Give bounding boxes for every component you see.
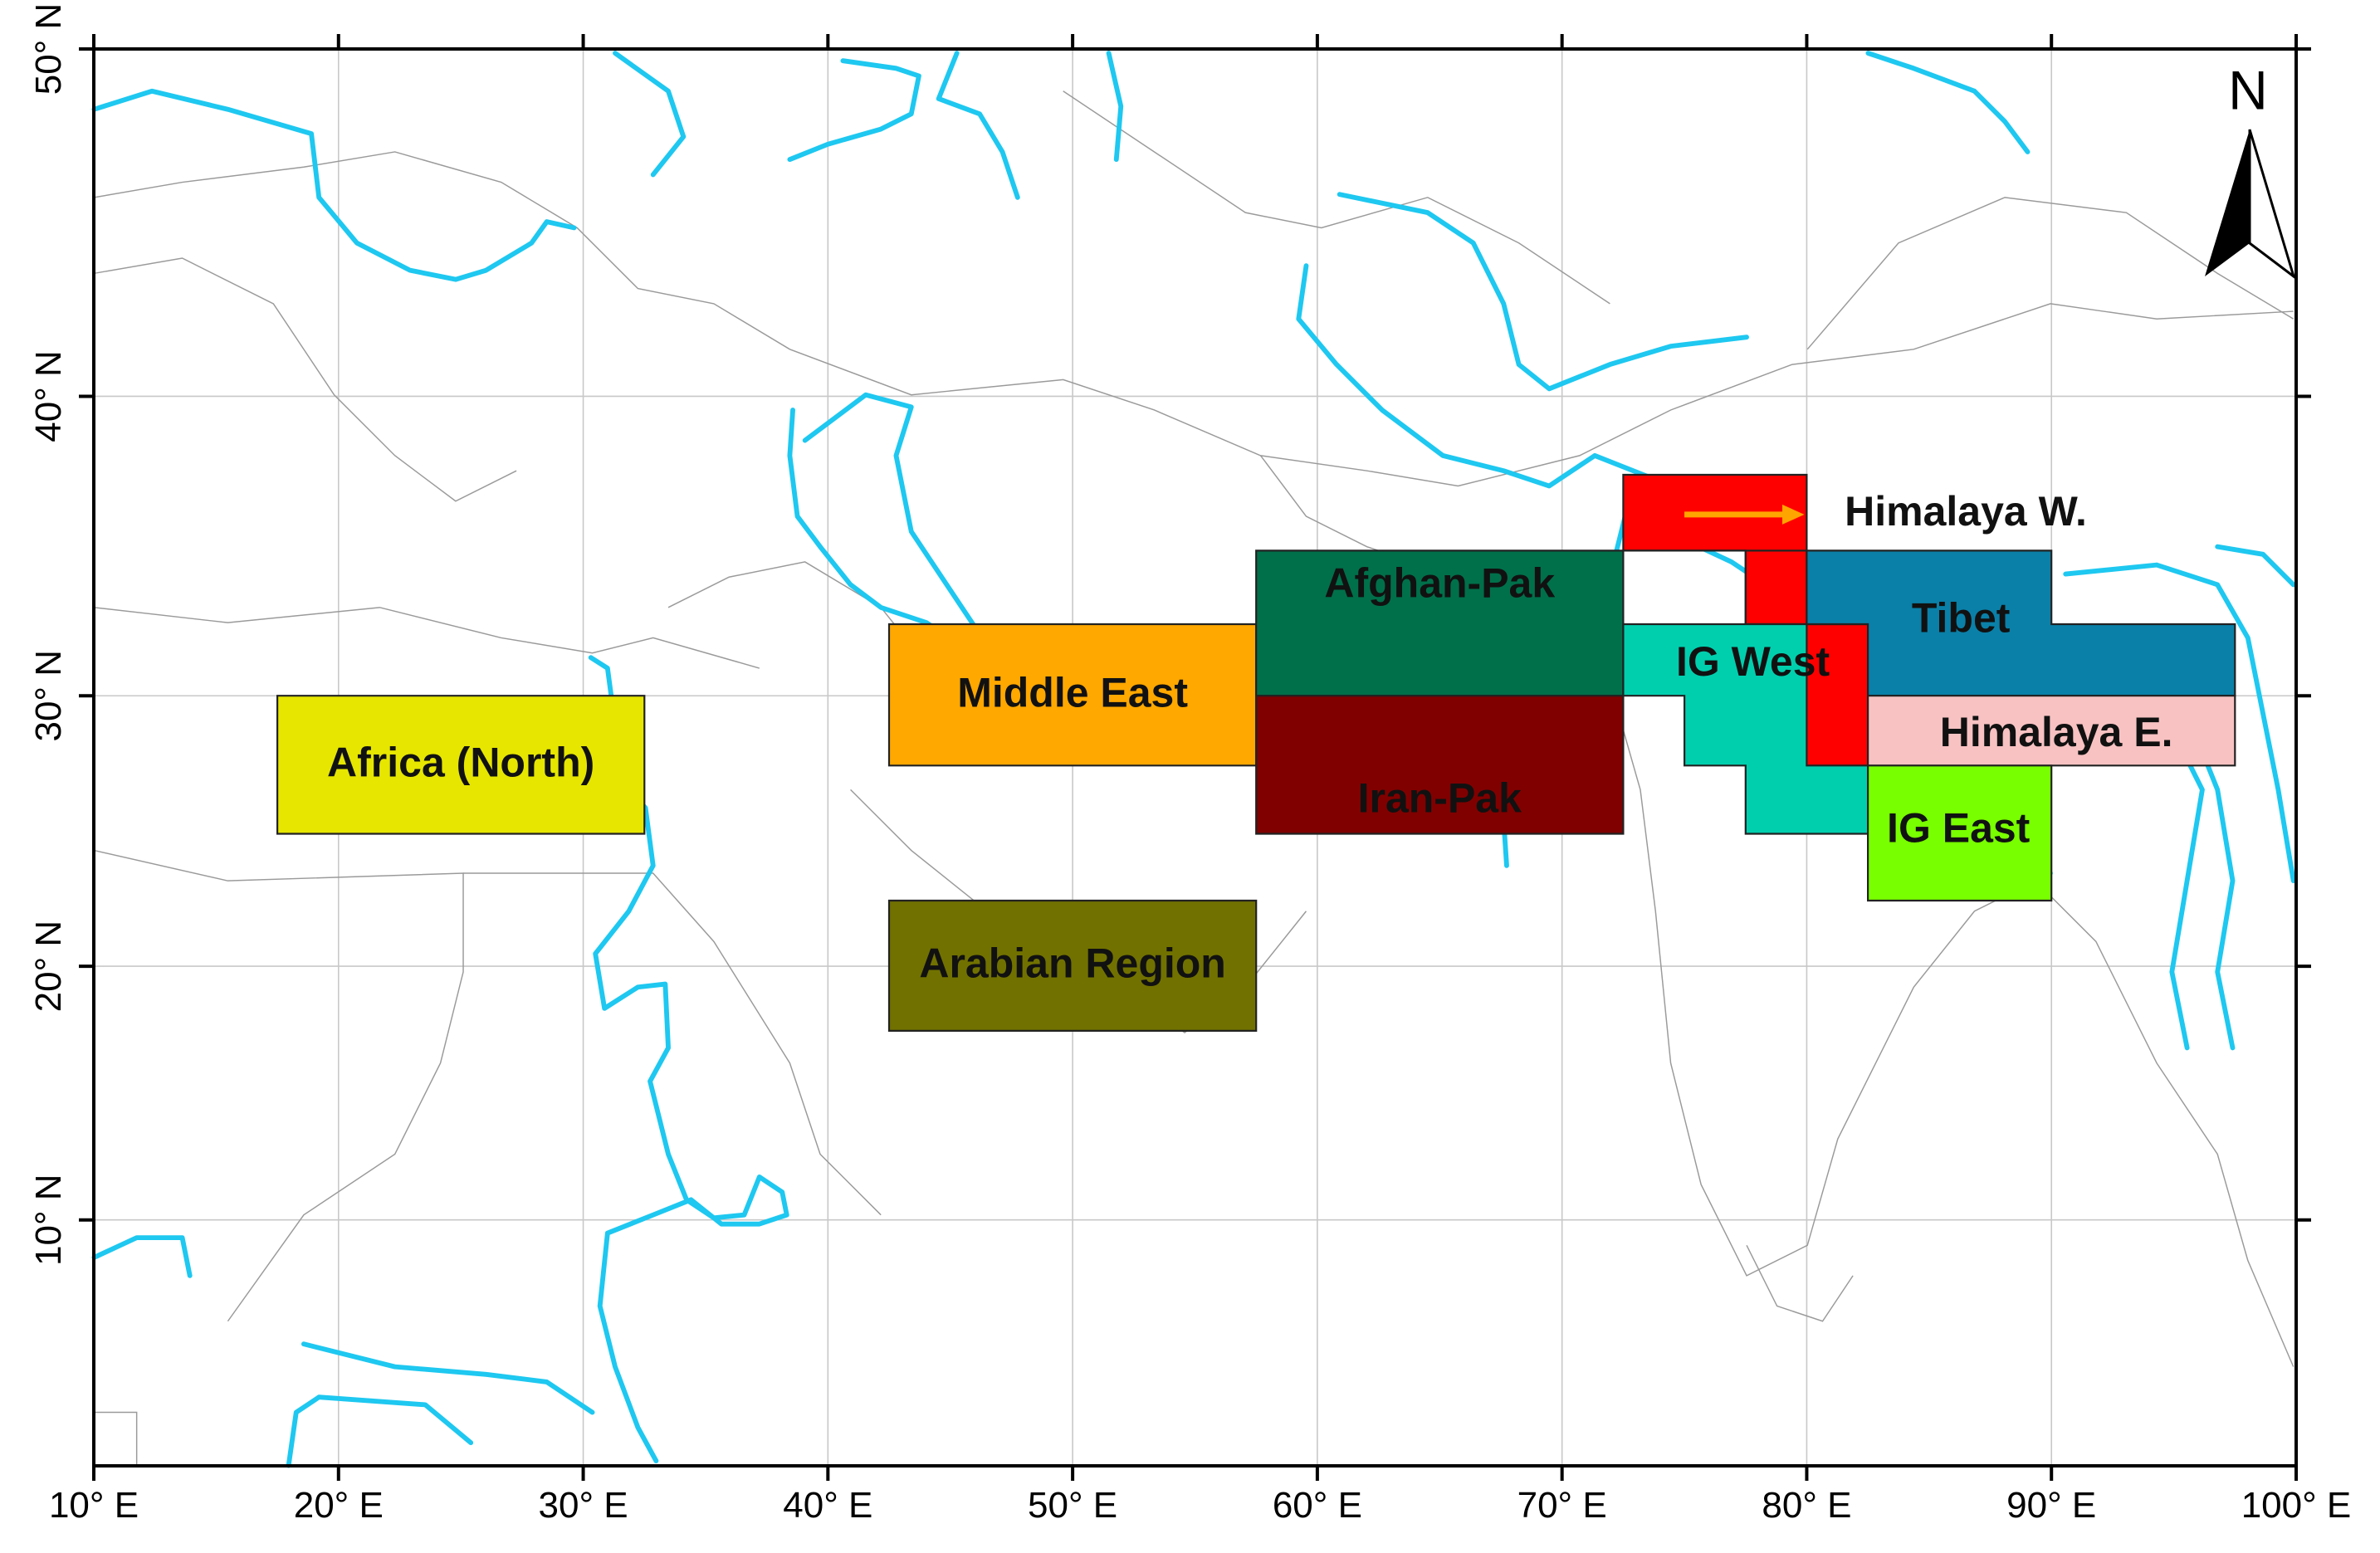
x-tick-label: 40° E (783, 1485, 872, 1526)
axes: 10° E 20° E 30° E 40° E 50° E 60° E 70° E 80° E… (28, 3, 2351, 1526)
arrow-head (1781, 504, 1805, 525)
y-tick-label: 20° N (28, 921, 69, 1013)
region-outline (1623, 549, 1747, 625)
x-tick-label: 70° E (1517, 1485, 1607, 1526)
x-tick-label: 20° E (294, 1485, 384, 1526)
region (276, 695, 646, 835)
region-label: Iran-Pak (1358, 774, 1522, 821)
north-arrow: N (2205, 59, 2296, 280)
x-tick-label: 50° E (1028, 1485, 1117, 1526)
x-tick-label: 90° E (2006, 1485, 2096, 1526)
north-arrow-right (2248, 129, 2296, 280)
x-tick-label: 60° E (1273, 1485, 1362, 1526)
region-label: Himalaya W. (1845, 488, 2087, 535)
region (1255, 695, 1625, 835)
region-label: Middle East (957, 669, 1188, 715)
y-tick-label: 30° N (28, 650, 69, 742)
map-frame (92, 47, 2298, 1468)
y-tick-label: 40° N (28, 350, 69, 442)
region (1867, 764, 2053, 902)
region-label: Himalaya E. (1940, 709, 2173, 755)
regions: Africa (North) Middle East Arabian Region A… (276, 473, 2236, 1032)
region (887, 899, 1258, 1032)
region-label: Africa (North) (327, 740, 594, 786)
region-label: IG West (1676, 638, 1830, 685)
y-tick-label: 50° N (28, 3, 69, 95)
region-label: Afghan-Pak (1324, 559, 1555, 606)
region (1867, 695, 2236, 767)
x-tick-label: 10° E (49, 1485, 139, 1526)
y-tick-label: 10° N (28, 1174, 69, 1266)
region-label: IG East (1887, 804, 2031, 851)
x-tick-label: 80° E (1762, 1485, 1851, 1526)
region-label: Arabian Region (919, 940, 1225, 986)
north-arrow-left (2205, 129, 2250, 276)
region (1622, 623, 1869, 835)
x-tick-label: 30° E (539, 1485, 628, 1526)
x-tick-label: 100° E (2241, 1485, 2352, 1526)
region-label: Tibet (1912, 595, 2011, 642)
north-label: N (2228, 59, 2268, 120)
